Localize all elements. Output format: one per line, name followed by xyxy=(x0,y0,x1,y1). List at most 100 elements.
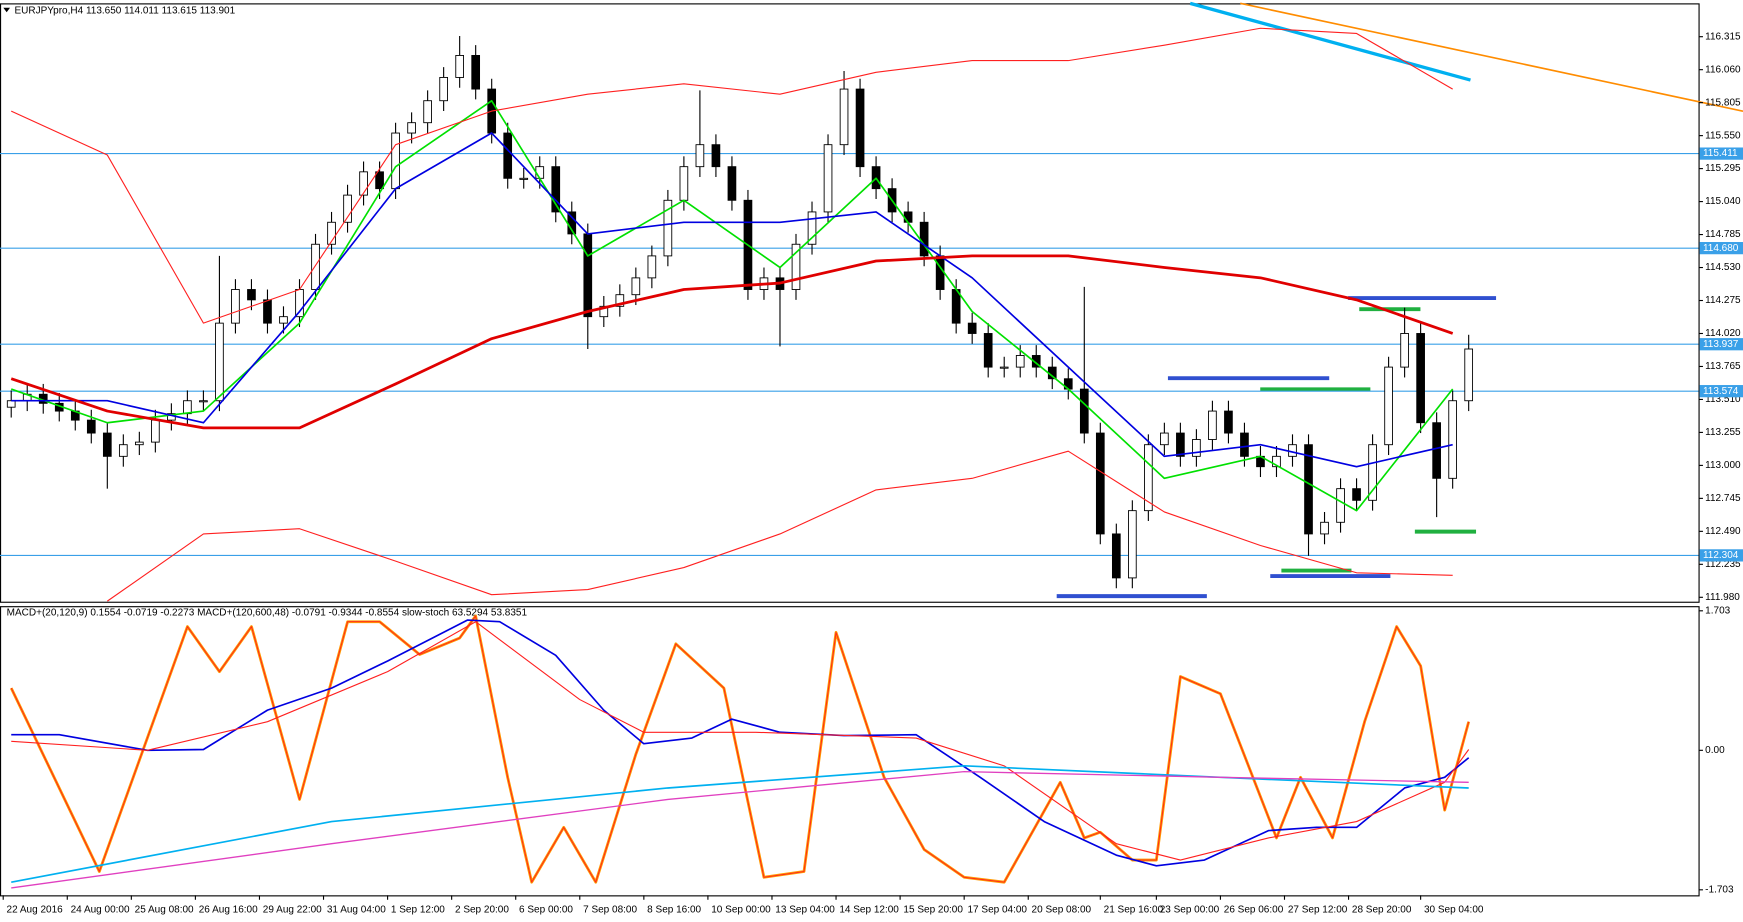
candle-body xyxy=(615,294,625,307)
indicator-header: MACD+(20,120,9) 0.1554 -0.0719 -0.2273 M… xyxy=(7,607,528,618)
x-tick-label: 30 Sep 04:00 xyxy=(1424,904,1484,915)
indicator-line xyxy=(107,450,1453,602)
candle-body xyxy=(551,166,561,213)
y-tick-label: 114.275 xyxy=(1705,295,1741,306)
candle-body xyxy=(1208,410,1217,440)
candle-body xyxy=(1192,439,1201,457)
candle-body xyxy=(1448,400,1457,479)
candle-body xyxy=(1031,355,1041,368)
candle-body xyxy=(839,88,849,146)
candle-body xyxy=(215,322,224,402)
oscillator-line xyxy=(11,770,1469,889)
candle-body xyxy=(1224,410,1233,434)
level-tag xyxy=(1699,338,1743,351)
candle-body xyxy=(727,166,737,201)
candle-body xyxy=(983,333,993,368)
candle-body xyxy=(679,166,689,201)
candle-body xyxy=(1144,444,1153,512)
candle-body xyxy=(86,419,96,434)
candle-body xyxy=(1240,432,1249,457)
candle-body xyxy=(599,305,609,318)
y-tick-label: 115.295 xyxy=(1705,163,1741,174)
x-tick-label: 23 Sep 00:00 xyxy=(1160,904,1220,915)
y-tick-label: 115.040 xyxy=(1705,196,1741,207)
oscillator-line xyxy=(11,765,1469,884)
candle-body xyxy=(519,177,529,180)
collapse-icon[interactable] xyxy=(3,7,11,13)
indicator-line xyxy=(11,27,1453,324)
candle-body xyxy=(102,432,112,457)
candle-body xyxy=(1304,444,1313,535)
x-tick-label: 29 Aug 22:00 xyxy=(263,904,322,915)
candle-body xyxy=(711,144,721,168)
candle-body xyxy=(1368,444,1377,501)
trend-line[interactable] xyxy=(1240,2,1743,113)
x-tick-label: 10 Sep 00:00 xyxy=(711,904,771,915)
level-tag xyxy=(1699,147,1743,160)
level-label: 114.680 xyxy=(1703,243,1739,254)
candle-body xyxy=(631,277,641,296)
candle-body xyxy=(375,171,384,190)
indicator-line xyxy=(10,254,1454,430)
y-tick-label: 115.550 xyxy=(1705,130,1741,141)
x-tick-label: 24 Aug 00:00 xyxy=(71,904,130,915)
trend-line[interactable] xyxy=(1189,1,1471,82)
y-tick-label: 114.020 xyxy=(1705,328,1741,339)
candle-body xyxy=(855,88,865,168)
candle-body xyxy=(1352,488,1361,501)
level-label: 115.411 xyxy=(1703,148,1738,159)
y-tick-label: 115.805 xyxy=(1705,97,1741,108)
candle-body xyxy=(439,76,448,102)
candle-body xyxy=(1095,432,1105,535)
candle-body xyxy=(935,255,945,290)
candle-body xyxy=(455,55,465,78)
x-tick-label: 2 Sep 20:00 xyxy=(455,904,509,915)
candle-body xyxy=(807,211,817,245)
y-tick-label: 112.235 xyxy=(1705,559,1741,570)
candle-body xyxy=(359,171,368,196)
candle-body xyxy=(407,122,416,134)
candle-body xyxy=(6,400,16,408)
candle-body xyxy=(343,194,352,223)
x-tick-label: 26 Aug 16:00 xyxy=(199,904,258,915)
x-tick-label: 31 Aug 04:00 xyxy=(327,904,386,915)
candle-body xyxy=(791,243,801,290)
level-label: 113.937 xyxy=(1703,339,1739,350)
candle-body xyxy=(1160,432,1169,446)
x-tick-label: 17 Sep 04:00 xyxy=(968,904,1028,915)
x-tick-label: 28 Sep 20:00 xyxy=(1352,904,1412,915)
candle-body xyxy=(423,100,432,124)
candle-body xyxy=(1128,510,1137,579)
candle-body xyxy=(1400,333,1409,368)
y-tick-label: 114.785 xyxy=(1705,229,1741,240)
indicator-line xyxy=(11,132,1453,468)
level-tag xyxy=(1699,385,1743,398)
candle-body xyxy=(1015,355,1025,368)
y-tick-label: 111.980 xyxy=(1705,592,1740,603)
x-tick-label: 26 Sep 06:00 xyxy=(1224,904,1284,915)
candle-body xyxy=(1336,488,1345,523)
y-tick-label: 116.315 xyxy=(1705,31,1741,42)
level-tag xyxy=(1699,242,1743,255)
candle-body xyxy=(903,211,913,223)
x-tick-label: 8 Sep 16:00 xyxy=(647,904,701,915)
x-tick-label: 1 Sep 12:00 xyxy=(391,904,445,915)
candle-body xyxy=(1176,432,1185,457)
x-tick-label: 6 Sep 00:00 xyxy=(519,904,573,915)
candle-body xyxy=(663,199,673,257)
y-tick-label: 113.255 xyxy=(1705,427,1741,438)
candle-body xyxy=(247,289,256,301)
candle-body xyxy=(1464,348,1474,402)
x-tick-label: 20 Sep 08:00 xyxy=(1032,904,1092,915)
price-panel xyxy=(0,3,1700,603)
candle-body xyxy=(391,132,400,190)
candle-body xyxy=(1416,333,1425,424)
candle-body xyxy=(327,221,336,245)
candle-body xyxy=(951,289,961,324)
candle-body xyxy=(1384,366,1393,446)
candle-body xyxy=(199,400,208,403)
candle-body xyxy=(135,441,144,446)
oscillator-line xyxy=(10,615,1470,883)
